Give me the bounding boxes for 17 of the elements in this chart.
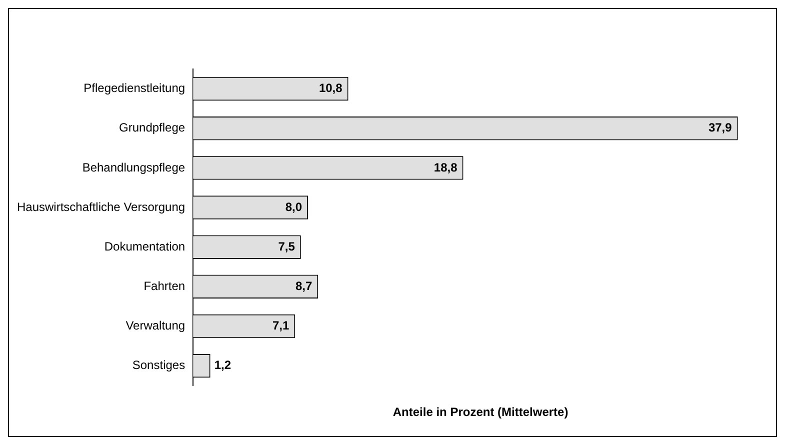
data-label: 7,5 xyxy=(278,239,296,254)
data-label: 8,7 xyxy=(295,278,312,293)
data-label: 10,8 xyxy=(318,81,343,96)
data-label: 7,1 xyxy=(272,318,290,333)
y-tick-label: Verwaltung xyxy=(126,318,186,333)
data-label: 18,8 xyxy=(434,160,458,174)
y-tick-label: Pflegedienstleitung xyxy=(84,81,186,96)
y-tick-label: Grundpflege xyxy=(119,120,186,135)
data-label: 37,9 xyxy=(708,120,732,135)
y-tick-label: Fahrten xyxy=(144,278,186,293)
y-tick-label: Dokumentation xyxy=(104,239,186,254)
x-axis-title: Anteile in Prozent (Mittelwerte) xyxy=(392,405,568,420)
data-label: 1,2 xyxy=(214,358,232,372)
data-label: 8,0 xyxy=(285,200,302,214)
y-tick-label: Sonstiges xyxy=(132,358,186,372)
y-tick-label: Hauswirtschaftliche Versorgung xyxy=(16,200,186,214)
y-tick-label: Behandlungspflege xyxy=(82,160,186,174)
